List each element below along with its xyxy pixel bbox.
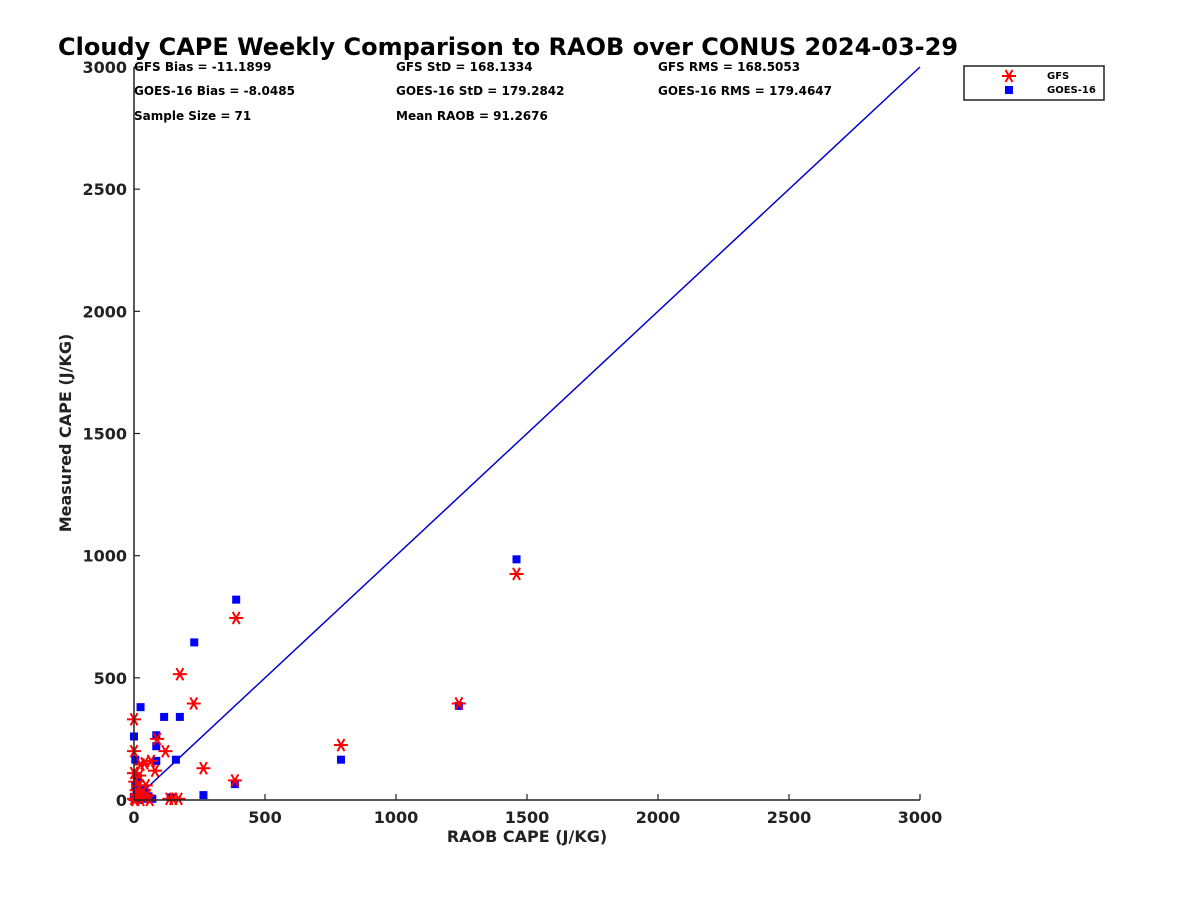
stat-text: GOES-16 Bias = -8.0485 xyxy=(134,84,295,98)
gfs-point xyxy=(133,758,148,772)
goes16-point xyxy=(136,703,145,712)
stat-text: GFS Bias = -11.1899 xyxy=(134,60,271,74)
y-tick-label: 0 xyxy=(116,791,127,810)
x-tick-label: 3000 xyxy=(898,808,943,827)
legend-goes16-label: GOES-16 xyxy=(1047,85,1096,96)
goes16-point xyxy=(336,755,345,764)
goes16-point xyxy=(190,638,199,647)
gfs-point xyxy=(172,667,187,681)
y-tick-label: 500 xyxy=(94,669,127,688)
stat-text: GOES-16 StD = 179.2842 xyxy=(396,84,565,98)
goes16-point xyxy=(454,701,463,710)
gfs-point xyxy=(333,738,348,752)
gfs-point xyxy=(509,567,524,581)
y-tick-label: 2000 xyxy=(82,302,127,321)
stats-block: GFS Bias = -11.1899 GFS StD = 168.1334 GFS… xyxy=(134,60,832,123)
gfs-point xyxy=(162,792,177,806)
gfs-point xyxy=(140,788,155,802)
goes16-point xyxy=(171,755,180,764)
goes16-point xyxy=(152,731,161,740)
goes16-point xyxy=(131,755,140,764)
legend-goes16-marker xyxy=(1005,86,1013,94)
y-tick-label: 1500 xyxy=(82,425,127,444)
ticks: 0 500 1000 1500 2000 2500 3000 0 500 1000 1500 2000… xyxy=(82,58,942,827)
gfs-point xyxy=(144,754,159,768)
goes16-point xyxy=(512,555,521,564)
legend-gfs-marker xyxy=(1002,69,1016,83)
gfs-point xyxy=(227,773,242,788)
gfs-point xyxy=(451,696,466,711)
y-tick-label: 1000 xyxy=(82,547,127,566)
goes16-point xyxy=(160,712,169,721)
gfs-point xyxy=(186,696,201,711)
x-tick-label: 1500 xyxy=(505,808,550,827)
gfs-point xyxy=(229,611,244,625)
gfs-point xyxy=(150,732,165,746)
x-tick-label: 2000 xyxy=(636,808,681,827)
legend: GFS GOES-16 xyxy=(963,65,1105,101)
x-tick-label: 1000 xyxy=(374,808,419,827)
stat-text: GOES-16 RMS = 179.4647 xyxy=(658,84,832,98)
goes16-point xyxy=(230,780,239,789)
legend-box xyxy=(963,65,1105,101)
goes16-point xyxy=(152,742,161,751)
goes16-point xyxy=(175,712,184,721)
x-tick-label: 500 xyxy=(248,808,281,827)
stat-text: Mean RAOB = 91.2676 xyxy=(396,109,548,123)
y-axis-label: Measured CAPE (J/KG) xyxy=(56,334,75,533)
y-tick-label: 3000 xyxy=(82,58,127,77)
legend-gfs-label: GFS xyxy=(1047,71,1069,82)
goes16-point xyxy=(232,595,241,604)
one-to-one-line xyxy=(133,66,921,801)
chart-title: Cloudy CAPE Weekly Comparison to RAOB ov… xyxy=(58,33,958,61)
x-tick-label: 0 xyxy=(128,808,139,827)
goes16-point xyxy=(199,791,208,800)
stat-text: GFS StD = 168.1334 xyxy=(396,60,533,74)
gfs-point xyxy=(196,761,211,775)
y-tick-label: 2500 xyxy=(82,180,127,199)
stat-text: GFS RMS = 168.5053 xyxy=(658,60,800,74)
plot-area xyxy=(133,66,921,801)
stat-text: Sample Size = 71 xyxy=(134,109,251,123)
x-tick-label: 2500 xyxy=(767,808,812,827)
gfs-point xyxy=(158,744,173,758)
data-marks xyxy=(127,555,524,807)
x-axis-label: RAOB CAPE (J/KG) xyxy=(447,827,607,846)
gfs-point xyxy=(147,764,162,778)
